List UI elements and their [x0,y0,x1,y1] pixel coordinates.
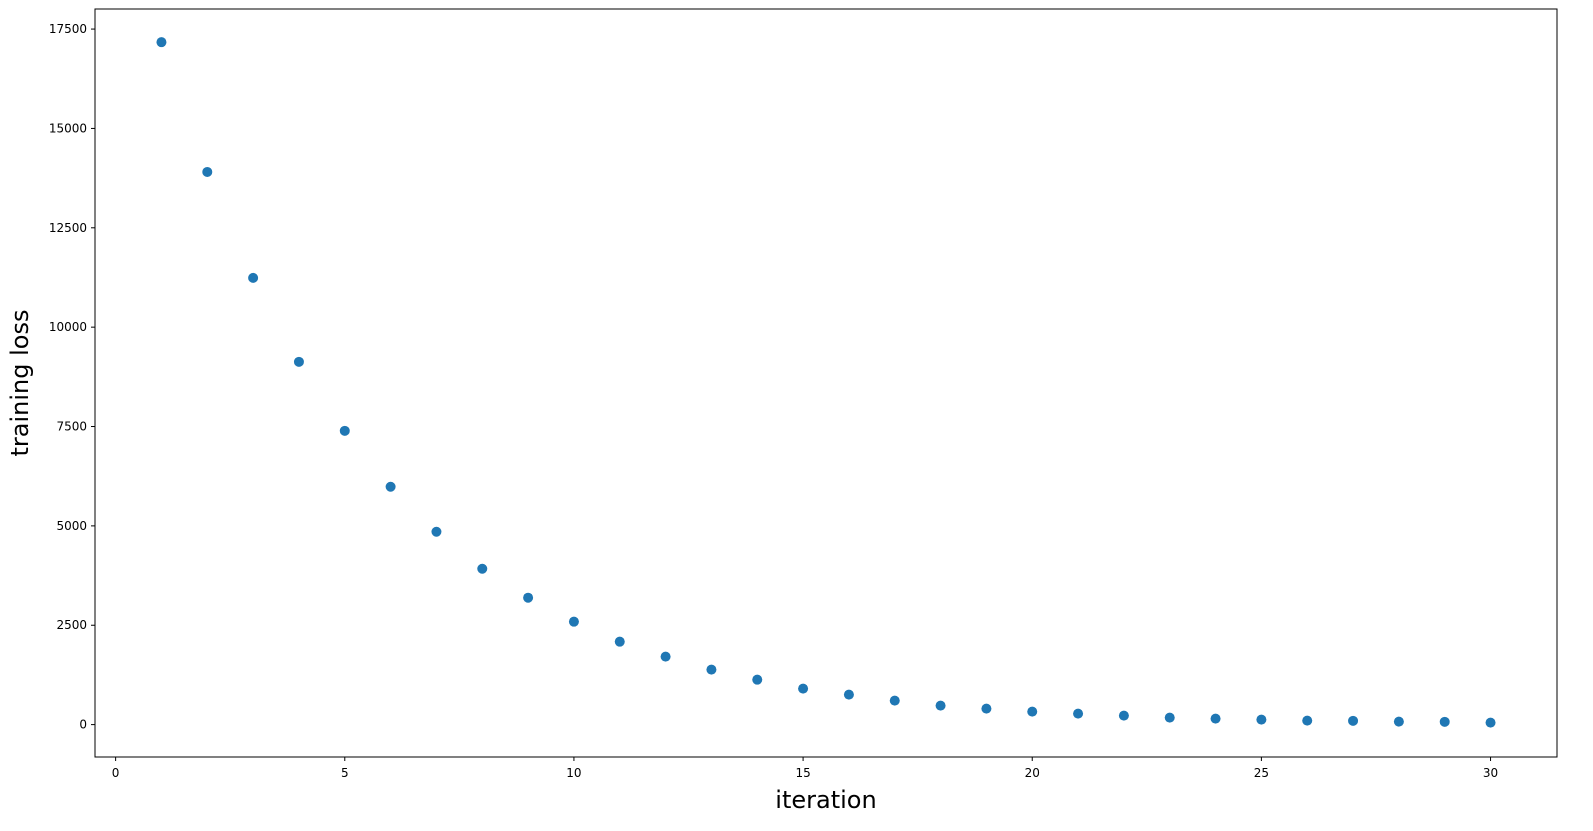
point [339,425,350,436]
point [568,616,579,627]
point [1210,713,1221,724]
point [752,674,763,685]
y-tick-label: 5000 [56,519,87,533]
point [385,481,396,492]
point [843,689,854,700]
x-axis-label: iteration [775,786,876,814]
point [889,695,900,706]
point [660,651,671,662]
x-tick-label: 20 [1025,766,1040,780]
point [431,526,442,537]
point [798,683,809,694]
y-axis-label: training loss [6,310,34,457]
point [1485,717,1496,728]
point [1393,716,1404,727]
y-tick-label: 17500 [49,22,87,36]
point [156,37,167,48]
plot-frame [94,8,1558,758]
x-tick-label: 25 [1254,766,1269,780]
point [981,703,992,714]
y-tick-label: 12500 [49,221,87,235]
point [1439,716,1450,727]
point [477,563,488,574]
x-tick-label: 5 [341,766,349,780]
point [706,664,717,675]
point [202,166,213,177]
y-tick-label: 15000 [49,121,87,135]
point [1348,715,1359,726]
y-tick-label: 0 [79,718,87,732]
point [523,592,534,603]
point [1302,715,1313,726]
point [935,700,946,711]
y-tick-label: 2500 [56,618,87,632]
point [1073,708,1084,719]
point [614,636,625,647]
point [1164,712,1175,723]
point [293,356,304,367]
point [1027,706,1038,717]
y-tick-label: 10000 [49,320,87,334]
y-tick-label: 7500 [56,420,87,434]
point [248,272,259,283]
point [1256,714,1267,725]
x-tick-label: 15 [795,766,810,780]
x-tick-label: 0 [112,766,120,780]
x-tick-label: 10 [566,766,581,780]
point [1118,710,1129,721]
x-tick-label: 30 [1483,766,1498,780]
